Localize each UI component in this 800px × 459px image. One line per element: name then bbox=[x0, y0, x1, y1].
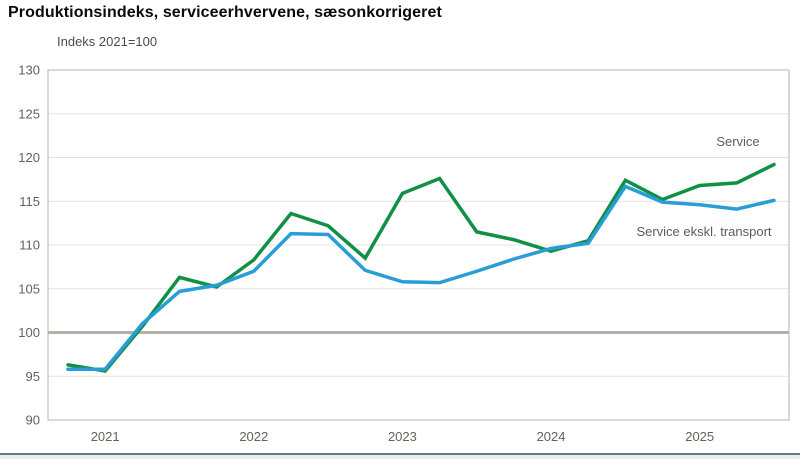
x-year-label: 2023 bbox=[388, 429, 417, 444]
y-tick-label: 105 bbox=[18, 281, 40, 296]
series-label-service: Service bbox=[716, 134, 759, 149]
x-year-label: 2022 bbox=[239, 429, 268, 444]
y-tick-label: 125 bbox=[18, 106, 40, 121]
footer-divider bbox=[0, 453, 800, 459]
plot-border bbox=[47, 69, 790, 421]
y-tick-label: 120 bbox=[18, 150, 40, 165]
series-label-service-ekskl-transport: Service ekskl. transport bbox=[636, 224, 771, 239]
y-tick-label: 95 bbox=[26, 369, 40, 384]
x-year-label: 2021 bbox=[91, 429, 120, 444]
y-tick-label: 110 bbox=[19, 238, 40, 253]
chart-subtitle: Indeks 2021=100 bbox=[57, 34, 158, 49]
series-line-service bbox=[66, 162, 776, 373]
chart-title: Produktionsindeks, serviceerhvervene, sæ… bbox=[8, 4, 442, 21]
y-tick-label: 115 bbox=[19, 194, 40, 209]
y-tick-label: 90 bbox=[26, 413, 40, 428]
x-year-label: 2024 bbox=[537, 429, 566, 444]
series-line-service-ekskl-transport bbox=[66, 184, 776, 371]
x-year-label: 2025 bbox=[685, 429, 714, 444]
y-tick-label: 100 bbox=[18, 325, 40, 340]
y-tick-label: 130 bbox=[18, 63, 40, 78]
